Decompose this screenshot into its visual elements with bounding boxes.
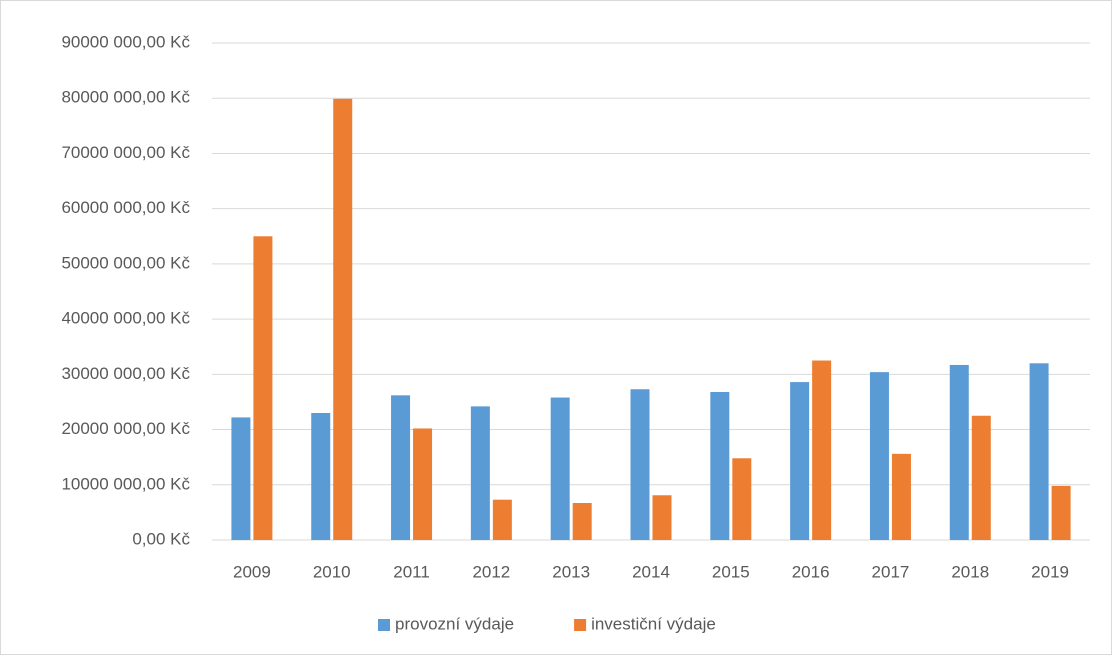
bar <box>311 412 331 540</box>
bar <box>391 395 411 540</box>
bar <box>1029 363 1049 540</box>
legend-label: provozní výdaje <box>395 614 514 633</box>
bar <box>550 397 570 540</box>
bar <box>492 499 512 540</box>
y-tick-label: 30000 000,00 Kč <box>61 364 190 383</box>
bar <box>710 392 730 540</box>
bar <box>732 458 752 540</box>
bar <box>949 364 969 540</box>
y-tick-label: 40000 000,00 Kč <box>61 309 190 328</box>
bar <box>652 495 672 540</box>
x-tick-label: 2016 <box>792 562 830 581</box>
bar <box>413 428 433 540</box>
x-tick-label: 2015 <box>712 562 750 581</box>
x-tick-label: 2009 <box>233 562 271 581</box>
bar <box>572 503 592 540</box>
y-tick-label: 90000 000,00 Kč <box>61 32 190 51</box>
x-tick-label: 2012 <box>472 562 510 581</box>
y-tick-label: 80000 000,00 Kč <box>61 88 190 107</box>
bar <box>790 382 810 540</box>
bar <box>630 389 650 540</box>
bar <box>470 406 490 540</box>
bar <box>971 415 991 540</box>
y-tick-label: 60000 000,00 Kč <box>61 198 190 217</box>
y-tick-label: 0,00 Kč <box>132 529 190 548</box>
y-tick-label: 70000 000,00 Kč <box>61 143 190 162</box>
y-tick-label: 20000 000,00 Kč <box>61 419 190 438</box>
x-tick-label: 2011 <box>393 562 430 581</box>
legend-label: investiční výdaje <box>591 614 716 633</box>
y-tick-label: 10000 000,00 Kč <box>61 474 190 493</box>
x-tick-label: 2014 <box>632 562 670 581</box>
x-tick-label: 2018 <box>951 562 989 581</box>
legend-swatch <box>378 619 390 631</box>
legend-swatch <box>574 619 587 631</box>
y-tick-label: 50000 000,00 Kč <box>61 253 190 272</box>
bar <box>253 236 273 540</box>
x-tick-label: 2010 <box>313 562 351 581</box>
bar <box>231 417 251 540</box>
x-tick-label: 2013 <box>552 562 590 581</box>
x-tick-label: 2017 <box>872 562 910 581</box>
bar <box>869 372 889 540</box>
x-tick-label: 2019 <box>1031 562 1069 581</box>
bar <box>812 360 832 540</box>
bar <box>891 453 911 540</box>
bar <box>1051 485 1071 540</box>
bar <box>333 98 353 540</box>
